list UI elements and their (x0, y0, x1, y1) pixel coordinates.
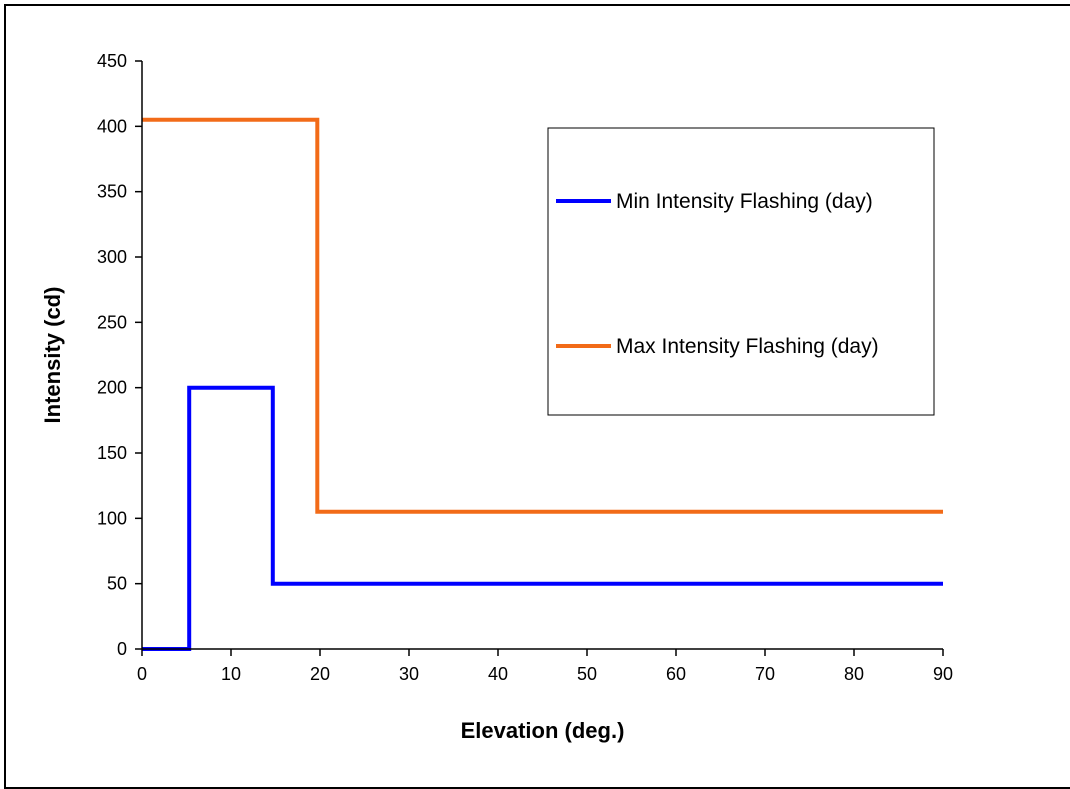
y-tick-label: 100 (97, 508, 127, 528)
x-tick-label: 90 (933, 664, 953, 684)
series-line-2 (142, 117, 943, 514)
x-tick-label: 30 (399, 664, 419, 684)
x-tick-label: 40 (488, 664, 508, 684)
x-tick-label: 50 (577, 664, 597, 684)
x-tick-label: 0 (137, 664, 147, 684)
y-tick-label: 200 (97, 378, 127, 398)
legend-label: Min Intensity Flashing (day) (616, 190, 873, 213)
y-tick-label: 150 (97, 443, 127, 463)
y-ticks: 0 50 100 150 200 250 300 350 400 450 (97, 51, 142, 659)
x-tick-label: 10 (221, 664, 241, 684)
x-tick-label: 70 (755, 664, 775, 684)
legend: Min Intensity Flashing (day) Max Intensit… (547, 127, 935, 416)
legend-box (547, 127, 935, 416)
axes (141, 61, 943, 650)
legend-items: Min Intensity Flashing (day) Max Intensit… (556, 190, 879, 358)
y-tick-label: 350 (97, 182, 127, 202)
y-tick-label: 400 (97, 116, 127, 136)
x-ticks: 0 10 20 30 40 50 60 70 80 90 (137, 649, 953, 684)
y-tick-label: 50 (107, 574, 127, 594)
y-tick-label: 0 (117, 639, 127, 659)
y-axis-title: Intensity (cd) (40, 287, 65, 424)
x-tick-label: 20 (310, 664, 330, 684)
y-tick-label: 250 (97, 312, 127, 332)
x-tick-label: 80 (844, 664, 864, 684)
x-axis-title: Elevation (deg.) (461, 718, 625, 743)
y-tick-label: 450 (97, 51, 127, 71)
y-tick-label: 300 (97, 247, 127, 267)
legend-label: Max Intensity Flashing (day) (616, 335, 879, 358)
series-line-1 (142, 385, 943, 651)
x-tick-label: 60 (666, 664, 686, 684)
